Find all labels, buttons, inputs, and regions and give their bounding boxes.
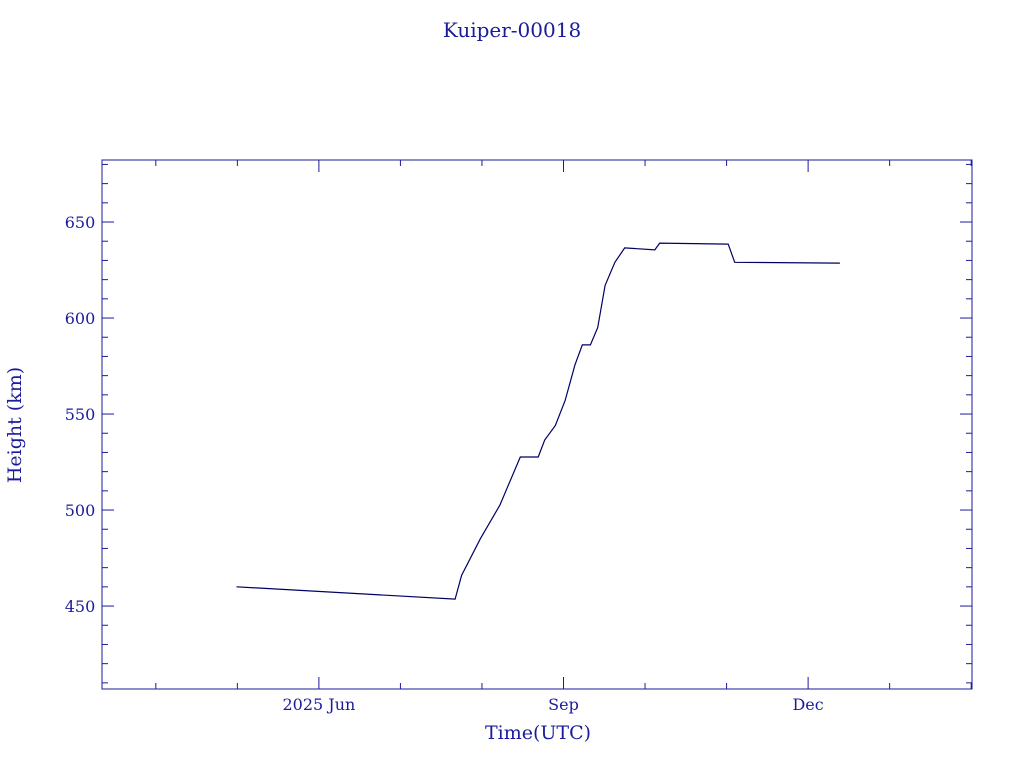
y-axis-label: Height (km) (4, 367, 26, 483)
y-tick-label: 500 (65, 501, 96, 520)
chart-title: Kuiper-00018 (443, 18, 581, 42)
data-line (236, 242, 840, 600)
y-tick-label: 600 (65, 309, 96, 328)
x-tick-label: Dec (792, 695, 823, 714)
x-tick-label: Sep (548, 695, 579, 714)
y-tick-label: 450 (65, 597, 96, 616)
x-axis-label: Time(UTC) (485, 722, 591, 744)
x-tick-label: 2025 Jun (282, 695, 355, 714)
y-tick-label: 550 (65, 405, 96, 424)
plot-frame (101, 159, 973, 690)
y-tick-label: 650 (65, 213, 96, 232)
